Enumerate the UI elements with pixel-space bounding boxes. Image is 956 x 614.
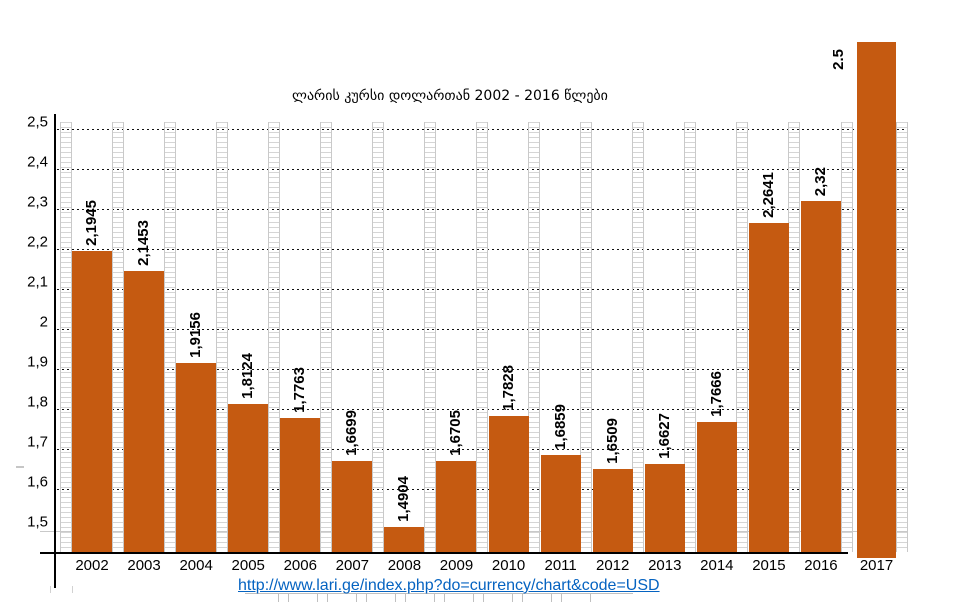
bar-value-label: 2,1945 (83, 200, 100, 246)
pattern-column (580, 122, 593, 552)
x-tick-label: 2003 (127, 557, 161, 574)
bar-value-label: 2.5 (830, 49, 847, 70)
bar-value-label: 1,6509 (603, 418, 621, 464)
cell-tick-artifact (50, 586, 51, 593)
y-tick-label: 2,5 (27, 113, 48, 131)
x-tick-label: 2004 (179, 557, 213, 574)
bar (488, 416, 529, 553)
x-tick-label: 2009 (439, 557, 474, 574)
pattern-column (528, 122, 541, 552)
x-tick-label: 2010 (491, 557, 526, 574)
x-axis-line (40, 552, 848, 554)
stray-dash-artifact (16, 466, 24, 468)
bar-value-label: 2,32 (811, 166, 829, 196)
bar-value-label: 1,6705 (447, 410, 465, 456)
pattern-column (59, 122, 72, 552)
x-tick-label: 2007 (335, 557, 370, 574)
source-link-row: http://www.lari.ge/index.php?do=currency… (238, 577, 660, 595)
bar (540, 455, 581, 553)
x-tick-label: 2015 (752, 557, 786, 574)
bar-value-label: 1,4904 (395, 476, 413, 522)
pattern-column (840, 122, 853, 552)
bar (857, 42, 896, 558)
bar (72, 251, 112, 553)
y-tick-label: 1,5 (27, 513, 48, 531)
x-tick-label: 2002 (75, 557, 109, 574)
bar-value-label: 2,1453 (135, 220, 153, 266)
y-tick-label: 1,7 (27, 433, 48, 451)
y-axis-line (54, 114, 56, 588)
bar (280, 418, 321, 553)
pattern-column (896, 122, 908, 552)
bar-value-label: 1,8124 (239, 353, 257, 399)
pattern-column (788, 122, 801, 552)
chart-title: ლარის კურსი დოლართან 2002 - 2016 წლები (292, 88, 608, 104)
x-tick-label: 2016 (804, 557, 838, 574)
bar (124, 271, 165, 553)
x-tick-label: 2008 (387, 557, 422, 574)
y-tick-label: 2,2 (27, 233, 48, 251)
y-tick-label: 2,4 (27, 153, 48, 171)
bar (644, 464, 685, 553)
y-tick-label: 2,3 (27, 193, 48, 211)
pattern-column (267, 122, 280, 552)
pattern-column (423, 122, 436, 552)
pattern-column (371, 122, 384, 552)
pattern-column (632, 122, 645, 552)
bar-value-label: 1,6859 (551, 404, 569, 450)
bar (436, 461, 477, 553)
y-tick-label: 2,1 (27, 273, 48, 291)
bar (748, 223, 789, 553)
pattern-column (476, 122, 489, 552)
x-tick-label: 2014 (700, 557, 734, 574)
gridline-remnant-ticks (250, 593, 598, 602)
pattern-column (736, 122, 749, 552)
x-tick-label: 2005 (231, 557, 265, 574)
x-tick-label: 2011 (544, 557, 577, 574)
bar-value-label: 1,9156 (187, 312, 205, 358)
pattern-column (319, 122, 332, 552)
bar-value-label: 1,6627 (655, 413, 673, 459)
bar-value-label: 1,6699 (343, 410, 361, 456)
source-link[interactable]: http://www.lari.ge/index.php?do=currency… (238, 577, 660, 594)
bar-value-label: 1,7828 (499, 365, 517, 411)
bar (176, 363, 217, 553)
bar (592, 469, 633, 553)
x-tick-label: 2006 (283, 557, 317, 574)
y-tick-label: 1,6 (27, 473, 48, 491)
bar (696, 422, 737, 553)
x-tick-label: 2017 (859, 557, 894, 574)
bar (332, 461, 373, 553)
pattern-column (111, 122, 124, 552)
y-tick-label: 1,8 (27, 393, 48, 411)
bar (384, 527, 425, 553)
x-tick-label: 2013 (648, 557, 682, 574)
cell-tick-artifact (72, 586, 73, 593)
x-tick-label: 2012 (596, 557, 630, 574)
pattern-column (163, 122, 176, 552)
bar-value-label: 1,7763 (291, 367, 309, 413)
bar-value-label: 2,2641 (759, 172, 777, 218)
y-tick-label: 2 (39, 313, 48, 331)
bar-value-label: 1,7666 (707, 371, 725, 417)
bar (228, 404, 269, 553)
pattern-column (215, 122, 228, 552)
y-tick-label: 1,9 (27, 353, 48, 371)
pattern-column (684, 122, 697, 552)
bar (800, 201, 841, 553)
